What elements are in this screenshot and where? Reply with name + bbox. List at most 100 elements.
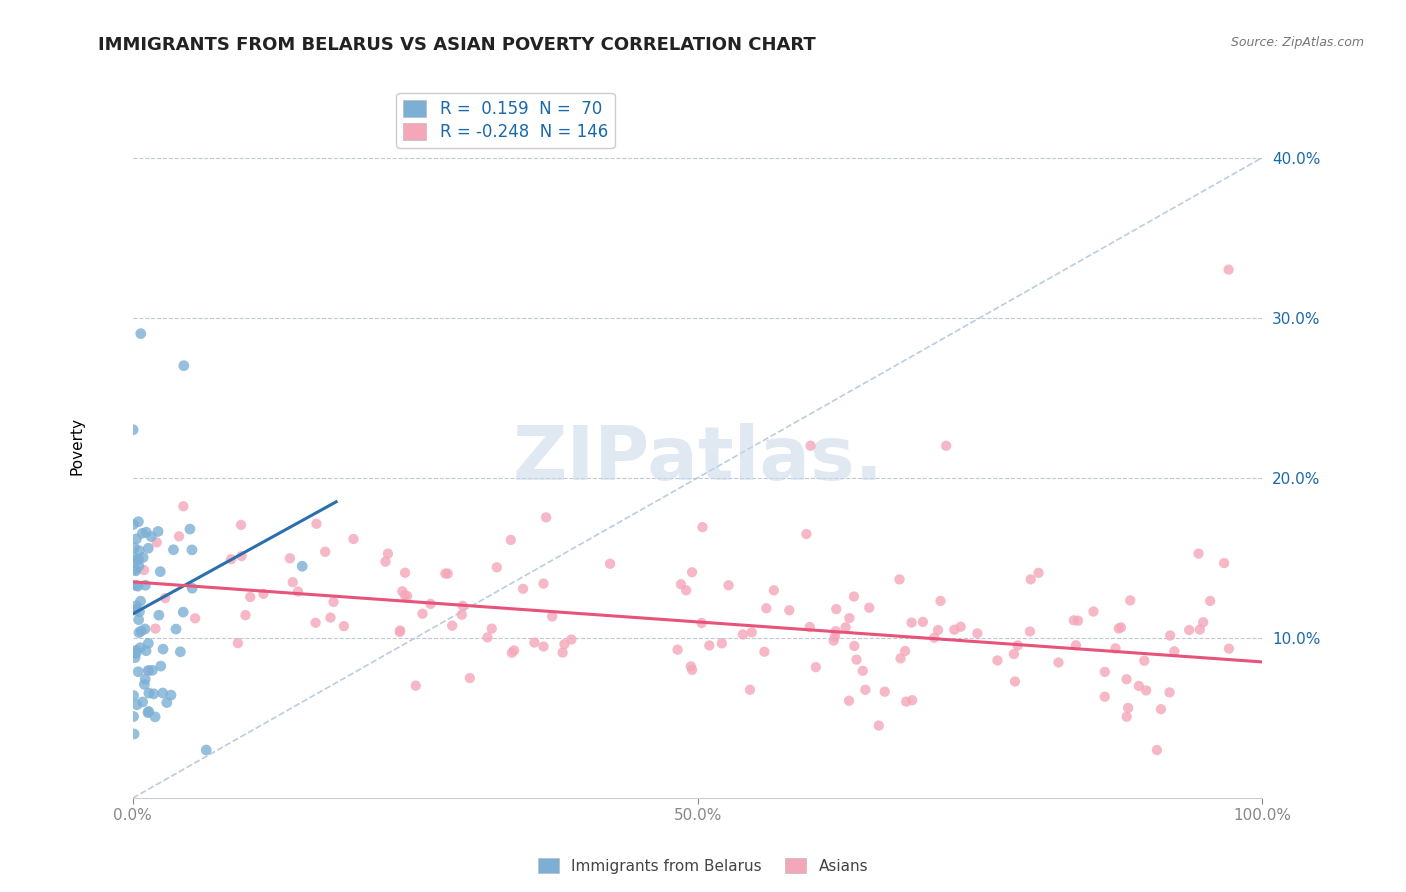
Point bbox=[935, 439, 957, 453]
Point bbox=[281, 575, 304, 590]
Point bbox=[852, 664, 875, 678]
Point bbox=[138, 636, 160, 650]
Point bbox=[141, 530, 163, 544]
Point bbox=[1213, 556, 1236, 570]
Text: IMMIGRANTS FROM BELARUS VS ASIAN POVERTY CORRELATION CHART: IMMIGRANTS FROM BELARUS VS ASIAN POVERTY… bbox=[98, 36, 815, 54]
Point bbox=[666, 642, 689, 657]
Point bbox=[219, 552, 242, 566]
Point bbox=[1159, 628, 1181, 642]
Point bbox=[523, 635, 546, 649]
Point bbox=[129, 640, 152, 655]
Point bbox=[134, 672, 156, 686]
Point bbox=[132, 550, 155, 565]
Point bbox=[929, 594, 952, 608]
Point bbox=[184, 611, 207, 625]
Point bbox=[669, 577, 692, 591]
Point bbox=[252, 587, 274, 601]
Point bbox=[1150, 702, 1173, 716]
Point bbox=[125, 532, 148, 546]
Point bbox=[128, 625, 150, 640]
Point bbox=[160, 688, 183, 702]
Point bbox=[838, 694, 860, 708]
Point bbox=[374, 555, 396, 569]
Point bbox=[138, 705, 160, 719]
Point bbox=[124, 554, 146, 568]
Point bbox=[131, 695, 153, 709]
Point bbox=[128, 552, 150, 566]
Point bbox=[800, 439, 823, 453]
Point bbox=[755, 601, 778, 615]
Point bbox=[145, 535, 167, 549]
Point bbox=[128, 613, 150, 627]
Point bbox=[738, 682, 761, 697]
Point bbox=[1115, 709, 1137, 723]
Point bbox=[134, 677, 156, 691]
Point bbox=[169, 645, 191, 659]
Point bbox=[419, 597, 441, 611]
Point bbox=[172, 500, 194, 514]
Point bbox=[824, 630, 846, 644]
Point bbox=[1019, 573, 1042, 587]
Point bbox=[731, 627, 754, 641]
Point bbox=[804, 660, 827, 674]
Point bbox=[128, 559, 150, 574]
Point bbox=[560, 632, 582, 647]
Point bbox=[122, 646, 145, 660]
Point bbox=[858, 600, 880, 615]
Point bbox=[1119, 593, 1142, 607]
Point bbox=[868, 718, 890, 732]
Point bbox=[1108, 622, 1130, 636]
Point bbox=[551, 646, 574, 660]
Point bbox=[231, 549, 253, 563]
Point bbox=[1199, 594, 1222, 608]
Point bbox=[394, 566, 416, 580]
Point bbox=[122, 727, 145, 741]
Point bbox=[894, 644, 917, 658]
Legend: Immigrants from Belarus, Asians: Immigrants from Belarus, Asians bbox=[531, 852, 875, 880]
Point bbox=[152, 642, 174, 657]
Point bbox=[314, 545, 336, 559]
Point bbox=[181, 542, 204, 557]
Point bbox=[1002, 647, 1025, 661]
Point bbox=[796, 527, 818, 541]
Point bbox=[834, 620, 856, 634]
Point bbox=[844, 639, 866, 653]
Point bbox=[127, 515, 149, 529]
Point bbox=[122, 550, 145, 565]
Point bbox=[599, 557, 621, 571]
Point bbox=[679, 659, 702, 673]
Point bbox=[499, 533, 522, 547]
Point bbox=[304, 615, 326, 630]
Point bbox=[305, 516, 328, 531]
Point bbox=[485, 560, 508, 574]
Point bbox=[128, 543, 150, 558]
Point bbox=[125, 602, 148, 616]
Point bbox=[229, 517, 252, 532]
Point bbox=[138, 664, 160, 678]
Point bbox=[131, 526, 153, 541]
Point bbox=[1109, 620, 1132, 634]
Point bbox=[1007, 639, 1029, 653]
Point bbox=[125, 643, 148, 657]
Point bbox=[541, 609, 564, 624]
Point bbox=[134, 578, 156, 592]
Point bbox=[172, 605, 194, 619]
Point bbox=[901, 693, 924, 707]
Point bbox=[179, 522, 201, 536]
Point bbox=[165, 622, 187, 636]
Point bbox=[823, 633, 845, 648]
Point bbox=[1218, 641, 1240, 656]
Point bbox=[1004, 674, 1026, 689]
Point bbox=[132, 563, 155, 577]
Point bbox=[138, 686, 160, 700]
Point bbox=[155, 591, 177, 606]
Point bbox=[1028, 566, 1050, 580]
Point bbox=[441, 618, 464, 632]
Point bbox=[377, 547, 399, 561]
Point bbox=[1104, 641, 1126, 656]
Point bbox=[675, 583, 697, 598]
Point bbox=[1188, 623, 1211, 637]
Point bbox=[845, 652, 868, 666]
Point bbox=[129, 326, 152, 341]
Point bbox=[156, 696, 179, 710]
